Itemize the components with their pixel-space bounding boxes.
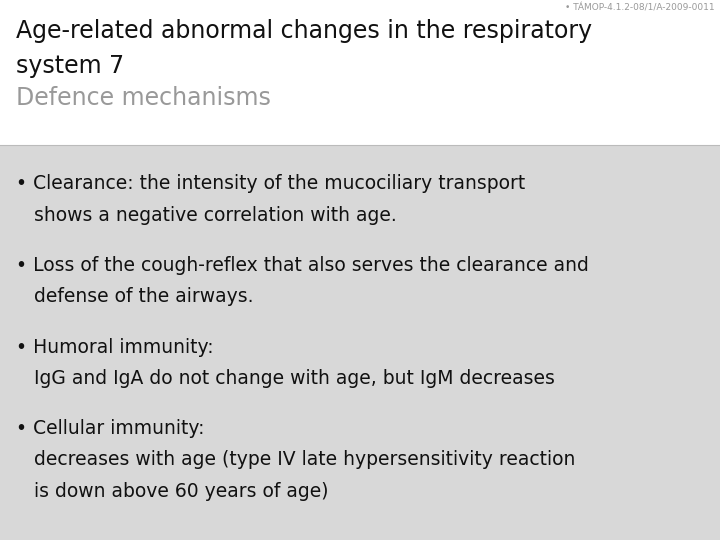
Text: • TÁMOP-4.1.2-08/1/A-2009-0011: • TÁMOP-4.1.2-08/1/A-2009-0011: [564, 4, 714, 13]
FancyBboxPatch shape: [0, 0, 720, 145]
Text: IgG and IgA do not change with age, but IgM decreases: IgG and IgA do not change with age, but …: [16, 369, 554, 388]
Text: Defence mechanisms: Defence mechanisms: [16, 86, 271, 110]
Text: system 7: system 7: [16, 54, 124, 78]
Text: • Humoral immunity:: • Humoral immunity:: [16, 338, 213, 356]
Text: defense of the airways.: defense of the airways.: [16, 287, 253, 306]
Text: • Loss of the cough-reflex that also serves the clearance and: • Loss of the cough-reflex that also ser…: [16, 256, 589, 275]
Text: decreases with age (type IV late hypersensitivity reaction: decreases with age (type IV late hyperse…: [16, 450, 575, 469]
Text: shows a negative correlation with age.: shows a negative correlation with age.: [16, 206, 397, 225]
Text: is down above 60 years of age): is down above 60 years of age): [16, 482, 328, 501]
Text: • Clearance: the intensity of the mucociliary transport: • Clearance: the intensity of the mucoci…: [16, 174, 525, 193]
Text: • Cellular immunity:: • Cellular immunity:: [16, 419, 204, 438]
Text: Age-related abnormal changes in the respiratory: Age-related abnormal changes in the resp…: [16, 19, 592, 43]
